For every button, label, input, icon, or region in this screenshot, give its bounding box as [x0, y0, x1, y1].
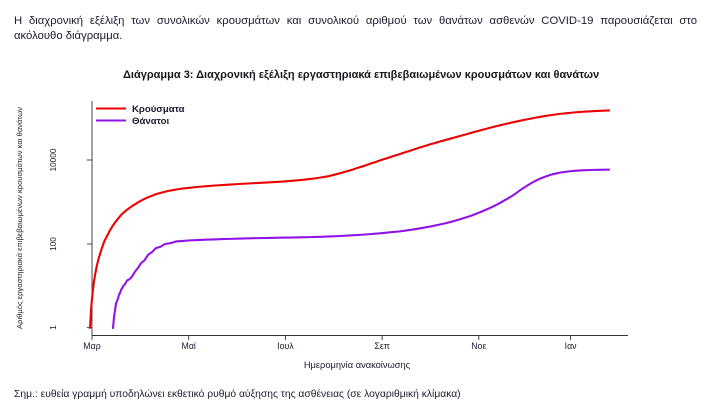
svg-text:Κρούσματα: Κρούσματα [132, 104, 185, 115]
svg-text:Ημερομηνία ανακοίνωσης: Ημερομηνία ανακοίνωσης [304, 360, 411, 370]
svg-text:Μαϊ: Μαϊ [182, 341, 197, 351]
svg-text:Σεπ: Σεπ [374, 341, 389, 351]
svg-text:Ιαν: Ιαν [565, 341, 578, 351]
svg-text:Θάνατοι: Θάνατοι [132, 116, 169, 127]
svg-text:Αριθμός εργαστηριακά επιβεβαιω: Αριθμός εργαστηριακά επιβεβαιωμένων κρου… [15, 107, 24, 329]
svg-text:Ιουλ: Ιουλ [277, 341, 294, 351]
svg-text:Μαρ: Μαρ [83, 341, 100, 351]
svg-text:10000: 10000 [48, 148, 58, 171]
svg-text:100: 100 [48, 237, 58, 251]
svg-text:1: 1 [48, 325, 58, 330]
svg-text:Νοε: Νοε [471, 341, 486, 351]
